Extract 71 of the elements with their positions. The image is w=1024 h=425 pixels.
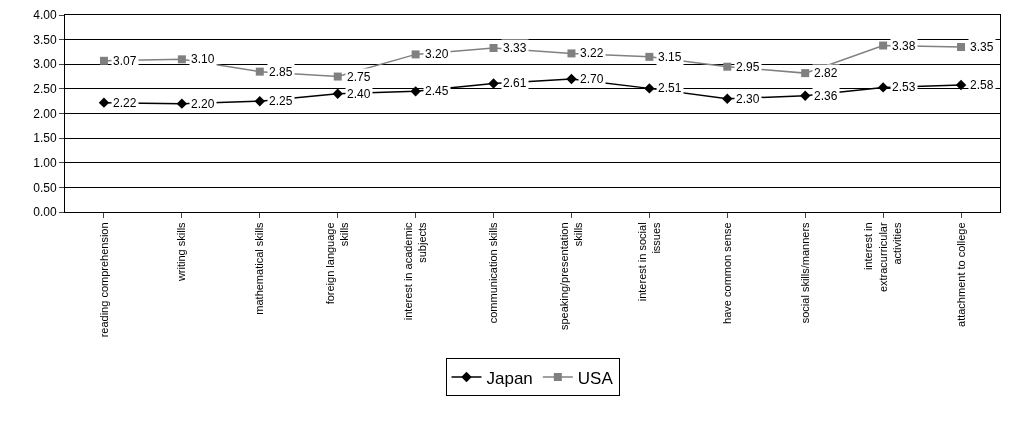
point	[879, 41, 888, 50]
x-tick-label: writing skills	[175, 221, 188, 283]
point	[955, 79, 967, 91]
point	[410, 86, 421, 97]
data-label: 2.75	[347, 70, 371, 84]
point	[332, 88, 343, 99]
point	[98, 97, 110, 108]
data-label: 2.36	[814, 89, 838, 103]
data-label: 2.45	[425, 84, 449, 98]
x-tick-label: have common sense	[720, 222, 733, 324]
y-tick-label: 1.50	[33, 131, 57, 146]
point	[645, 52, 654, 61]
x-tick-label: interest in academic subjects	[402, 221, 429, 321]
point	[411, 50, 420, 59]
data-label: 2.85	[269, 65, 293, 79]
data-label: 2.61	[503, 76, 527, 90]
x-tick-label: foreign language skills	[324, 221, 351, 305]
point	[177, 55, 186, 64]
data-label: 3.33	[503, 41, 527, 55]
point	[722, 93, 733, 104]
y-tick-label: 3.00	[33, 57, 57, 72]
legend-label: USA	[577, 368, 614, 388]
data-label: 3.35	[970, 40, 994, 54]
x-tick-label: interest in extracurricular activities	[862, 221, 904, 293]
data-label: 2.58	[970, 78, 994, 92]
x-tick-label: communication skills	[487, 221, 500, 324]
data-label: 3.10	[191, 52, 215, 66]
x-tick-label: interest in social issues	[635, 221, 663, 302]
data-label: 3.22	[580, 46, 604, 60]
data-label: 2.53	[892, 80, 916, 94]
point	[800, 90, 811, 101]
point	[99, 56, 108, 65]
x-tick-label: attachment to college	[954, 222, 967, 327]
point	[723, 62, 732, 71]
data-label: 2.51	[658, 81, 682, 95]
x-tick-label: mathematical skills	[253, 221, 266, 315]
y-tick-label: 1.00	[33, 155, 57, 170]
y-tick-label: 4.00	[33, 8, 57, 23]
y-tick-label: 3.50	[33, 32, 57, 47]
y-tick-label: 0.50	[33, 180, 57, 195]
x-tick-label: speaking/presentation skills	[557, 221, 585, 331]
data-label: 2.70	[580, 72, 604, 86]
point	[255, 67, 264, 76]
point	[176, 98, 188, 109]
data-label: 3.07	[113, 54, 137, 68]
point	[877, 82, 889, 93]
data-label: 3.38	[892, 39, 916, 53]
data-label: 2.25	[269, 94, 293, 108]
data-label: 2.95	[736, 60, 760, 74]
point	[957, 43, 966, 52]
y-tick-label: 2.00	[33, 106, 57, 121]
point	[333, 72, 342, 81]
data-label: 2.20	[191, 97, 215, 111]
legend-label: Japan	[486, 368, 533, 388]
point	[488, 78, 499, 89]
point	[567, 49, 576, 58]
data-label: 3.15	[658, 50, 682, 64]
data-label: 3.20	[425, 47, 449, 61]
point	[254, 95, 265, 107]
data-label: 2.22	[113, 96, 137, 110]
x-tick-label: social skills/manners	[798, 221, 811, 324]
x-tick-label: reading comprehension	[97, 222, 110, 338]
data-label: 2.82	[814, 66, 838, 80]
point	[801, 69, 810, 78]
data-label: 2.30	[736, 92, 760, 106]
point	[489, 44, 498, 52]
y-tick-label: 0.00	[33, 205, 57, 220]
point	[566, 73, 577, 85]
point	[644, 83, 655, 94]
y-tick-label: 2.50	[33, 82, 57, 97]
data-label: 2.40	[347, 87, 371, 101]
